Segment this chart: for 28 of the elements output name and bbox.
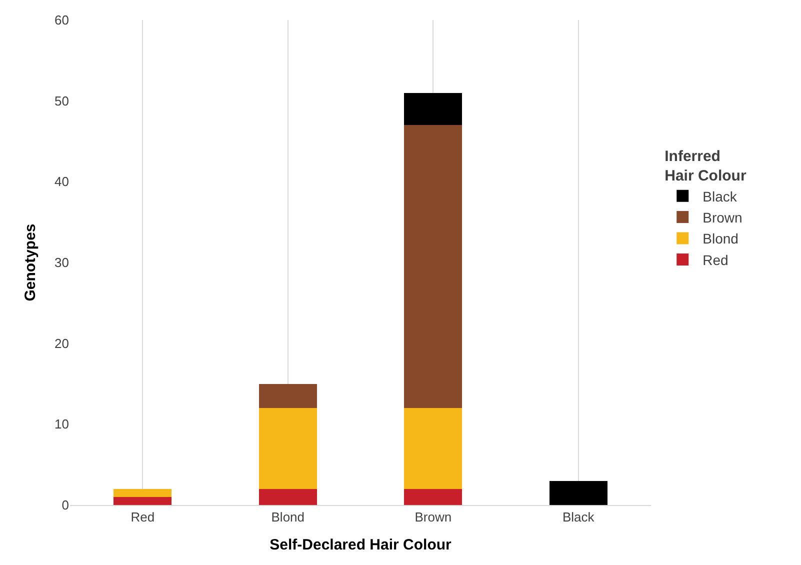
legend-title: Inferred Hair Colour (664, 148, 746, 184)
x-tick-label: Blond (271, 510, 305, 525)
legend-label: Black (702, 188, 738, 204)
bar (114, 488, 172, 497)
bar (258, 384, 317, 408)
legend-label: Red (702, 252, 728, 268)
legend-label: Blond (702, 230, 738, 247)
y-tick-label: 0 (62, 498, 69, 513)
bar (114, 496, 172, 505)
bar (404, 488, 462, 505)
x-tick-label: Brown (414, 510, 452, 525)
x-tick-label: Black (562, 510, 595, 525)
bar (404, 408, 462, 489)
bar (404, 125, 462, 408)
y-tick-label: 40 (54, 174, 69, 190)
y-tick-label: 20 (54, 336, 69, 351)
y-tick-label: 30 (54, 255, 69, 270)
bar (549, 480, 608, 505)
y-tick-label: 10 (54, 416, 69, 432)
y-axis-title: Genotypes (22, 224, 39, 302)
x-axis-title: Self-Declared Hair Colour (270, 536, 452, 554)
bar (258, 408, 317, 489)
bar (258, 488, 317, 505)
bar (404, 92, 462, 126)
legend-label: Brown (702, 210, 742, 226)
y-tick-label: 50 (54, 93, 69, 108)
y-tick-label: 60 (54, 12, 69, 28)
x-tick-label: Red (130, 510, 155, 525)
